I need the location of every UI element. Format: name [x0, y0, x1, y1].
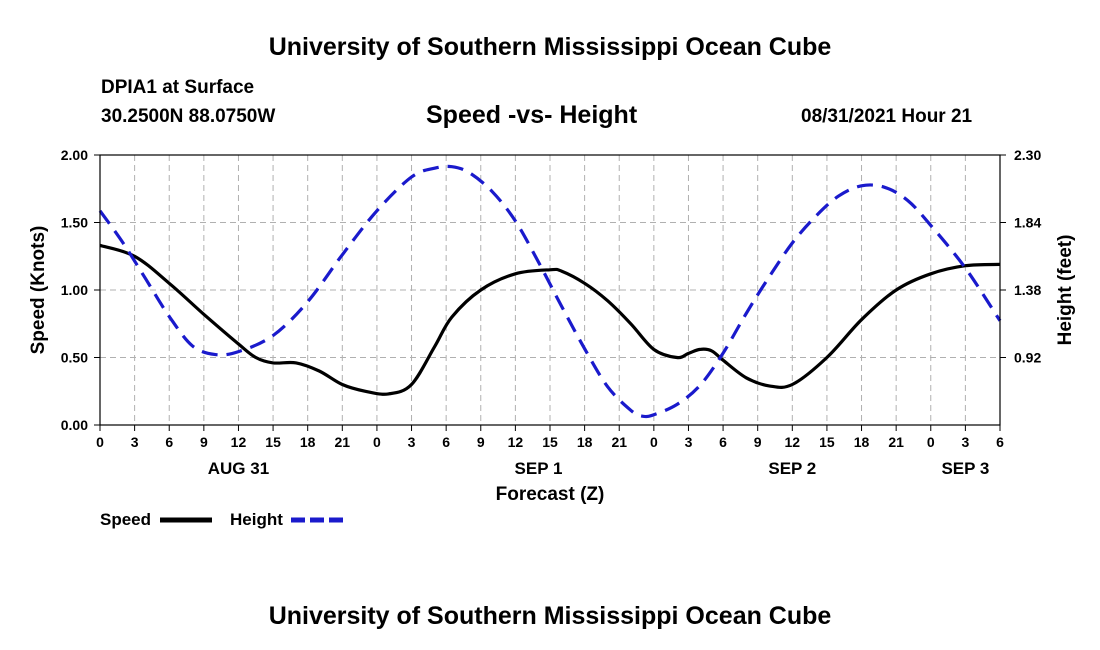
height-series-line: [98, 164, 1002, 419]
axis-ticks: [94, 154, 1006, 431]
x-tick-label: 9: [200, 434, 208, 450]
day-label: SEP 1: [515, 459, 563, 478]
x-tick-label: 21: [611, 434, 627, 450]
chart-title: Speed -vs- Height: [426, 101, 638, 129]
grid-lines: [100, 155, 1000, 425]
x-tick-label: 21: [335, 434, 351, 450]
y2-axis-title: Height (feet): [1055, 235, 1076, 346]
x-tick-label: 6: [719, 434, 727, 450]
x-tick-label: 18: [300, 434, 316, 450]
page-title: University of Southern Mississippi Ocean…: [268, 33, 832, 61]
y2-tick-label: 2.30: [1014, 147, 1041, 163]
x-tick-label: 12: [231, 434, 247, 450]
x-tick-label: 21: [888, 434, 904, 450]
x-tick-label: 6: [165, 434, 173, 450]
station-label: DPIA1 at Surface: [101, 77, 255, 98]
day-label: SEP 3: [941, 459, 989, 478]
x-tick-label: 15: [265, 434, 281, 450]
x-tick-label: 3: [131, 434, 139, 450]
x-tick-label: 3: [408, 434, 416, 450]
x-tick-label: 0: [650, 434, 658, 450]
day-label: AUG 31: [208, 459, 269, 478]
x-tick-label: 6: [442, 434, 450, 450]
x-tick-label: 15: [542, 434, 558, 450]
x-tick-label: 15: [819, 434, 835, 450]
y-tick-label: 0.00: [61, 417, 88, 433]
x-tick-label: 6: [996, 434, 1004, 450]
x-tick-label: 9: [477, 434, 485, 450]
x-tick-label: 9: [754, 434, 762, 450]
x-tick-label: 18: [854, 434, 870, 450]
x-tick-label: 3: [685, 434, 693, 450]
y2-tick-label: 1.84: [1014, 215, 1041, 231]
legend-height-label: Height: [230, 510, 283, 529]
footer-title: University of Southern Mississippi Ocean…: [268, 602, 832, 630]
x-tick-label: 18: [577, 434, 593, 450]
y-tick-label: 1.00: [61, 282, 88, 298]
x-axis-title: Forecast (Z): [496, 484, 605, 505]
speed-series-line: [99, 243, 1001, 396]
forecast-datetime: 08/31/2021 Hour 21: [801, 106, 973, 127]
axis-labels: 0 3 6 9 12 15 18 21 0 3 6 9 12 15 18 21 0 3 6 9 12 15 18 21 0 3 6 0…: [28, 147, 1076, 505]
x-tick-label: 3: [961, 434, 969, 450]
legend: Speed Height: [100, 510, 343, 529]
x-tick-label: 12: [508, 434, 524, 450]
series-layer: [98, 164, 1002, 419]
legend-speed-label: Speed: [100, 510, 151, 529]
y-axis-title: Speed (Knots): [28, 226, 49, 355]
y-tick-label: 2.00: [61, 147, 88, 163]
x-tick-label: 12: [785, 434, 801, 450]
y2-tick-label: 1.38: [1014, 282, 1041, 298]
x-tick-label: 0: [373, 434, 381, 450]
y2-tick-label: 0.92: [1014, 350, 1041, 366]
y-tick-label: 0.50: [61, 350, 88, 366]
x-tick-label: 0: [927, 434, 935, 450]
day-label: SEP 2: [768, 459, 816, 478]
station-coordinates: 30.2500N 88.0750W: [101, 106, 276, 127]
x-tick-label: 0: [96, 434, 104, 450]
y-tick-label: 1.50: [61, 215, 88, 231]
